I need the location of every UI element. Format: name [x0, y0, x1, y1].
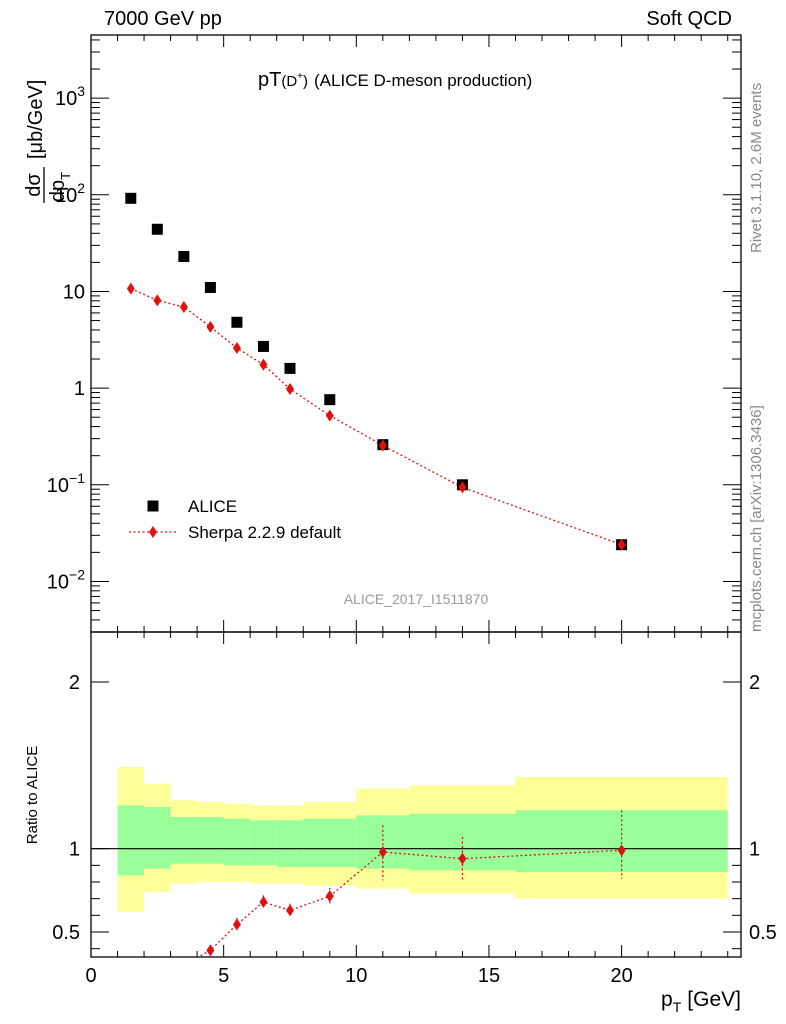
- analysis-watermark: ALICE_2017_I1511870: [344, 591, 489, 607]
- ratio-frame: [90, 631, 742, 958]
- y-label-numerator: dσ: [23, 173, 45, 197]
- alice-point: [151, 223, 163, 235]
- main-data: [125, 192, 628, 551]
- y-label-denominator: dpT: [47, 172, 73, 202]
- alice-point: [257, 340, 269, 352]
- y-tick-label: 103: [55, 83, 85, 110]
- ratio-panel: [91, 767, 741, 1002]
- x-tick-label: 5: [218, 965, 229, 987]
- x-tick-label: 10: [345, 965, 367, 987]
- main-y-ticks: [91, 39, 741, 633]
- green-band: [276, 820, 304, 867]
- ratio-point: [285, 904, 294, 917]
- green-band: [170, 817, 198, 864]
- uncertainty-bands: [117, 767, 728, 912]
- sherpa-point: [617, 538, 626, 551]
- ratio-y-tick-label-left: 0.5: [52, 922, 80, 944]
- y-tick-label: 1: [74, 378, 85, 400]
- alice-point: [324, 394, 336, 406]
- sherpa-point: [285, 382, 294, 395]
- green-band: [356, 815, 410, 869]
- sherpa-point: [458, 481, 467, 494]
- x-tick-label: 0: [85, 965, 96, 987]
- ratio-point: [180, 959, 188, 971]
- y-tick-label: 10−1: [47, 470, 85, 497]
- x-tick-label: 15: [478, 965, 500, 987]
- alice-point: [125, 192, 137, 204]
- ratio-y-axis-label: Ratio to ALICE: [24, 746, 41, 844]
- y-tick-label: 10−2: [47, 566, 85, 593]
- header-left-label: 7000 GeV pp: [104, 8, 222, 30]
- ratio-y-tick-label-left: 1: [69, 839, 80, 861]
- main-panel: [125, 192, 628, 551]
- main-frame: [90, 34, 742, 633]
- green-band: [197, 817, 224, 864]
- y-tick-label: 102: [55, 180, 85, 207]
- header-right-label: Soft QCD: [646, 8, 732, 30]
- alice-point: [284, 362, 296, 374]
- svg-text:Ratio to ALICE: Ratio to ALICE: [24, 746, 41, 844]
- sherpa-point: [325, 409, 334, 422]
- legend-label-sherpa: Sherpa 2.2.9 default: [188, 523, 341, 542]
- main-y-axis-label: dσ dpT[μb/GeV]: [23, 80, 73, 203]
- legend: ALICE Sherpa 2.2.9 default: [129, 497, 341, 542]
- green-band: [250, 820, 277, 866]
- ratio-y-tick-label-right: 1: [749, 839, 760, 861]
- x-axis-label: pT [GeV]: [661, 988, 741, 1015]
- y-tick-label: 10: [63, 281, 85, 303]
- ratio-y-tick-label-right: 0.5: [749, 922, 777, 944]
- sherpa-point: [153, 294, 162, 307]
- ratio-y-ticks: [91, 681, 741, 950]
- ratio-point: [153, 979, 161, 991]
- sherpa-point: [259, 358, 268, 371]
- y-label-unit: [μb/GeV]: [25, 80, 47, 159]
- ratio-y-tick-label-right: 2: [749, 672, 760, 694]
- ratio-series-sherpa: [127, 810, 626, 1002]
- ratio-point: [127, 990, 135, 1002]
- ratio-point: [259, 896, 268, 908]
- legend-marker-alice: [147, 500, 159, 512]
- plot-title: pT(D+) (ALICE D-meson production): [258, 69, 532, 91]
- sherpa-point: [378, 439, 387, 452]
- alice-point: [178, 251, 190, 263]
- legend-label-alice: ALICE: [188, 497, 237, 516]
- alice-point: [204, 281, 216, 293]
- ratio-point: [325, 890, 334, 903]
- ratio-point: [458, 852, 467, 865]
- ratio-point: [232, 918, 241, 931]
- sherpa-point: [232, 342, 241, 355]
- ratio-point: [378, 846, 387, 858]
- green-band: [117, 805, 145, 876]
- ratio-point: [206, 944, 215, 957]
- ratio-point: [617, 844, 626, 857]
- sherpa-point: [206, 320, 215, 333]
- sherpa-point: [179, 301, 188, 314]
- green-band: [303, 818, 357, 867]
- green-band: [144, 807, 171, 869]
- alice-point: [231, 316, 243, 328]
- sherpa-point: [126, 282, 135, 295]
- legend-marker-sherpa: [149, 526, 157, 538]
- x-ticks: [90, 35, 729, 957]
- ratio-y-tick-label-left: 2: [69, 672, 80, 694]
- green-band: [223, 818, 251, 866]
- x-tick-label: 20: [610, 965, 632, 987]
